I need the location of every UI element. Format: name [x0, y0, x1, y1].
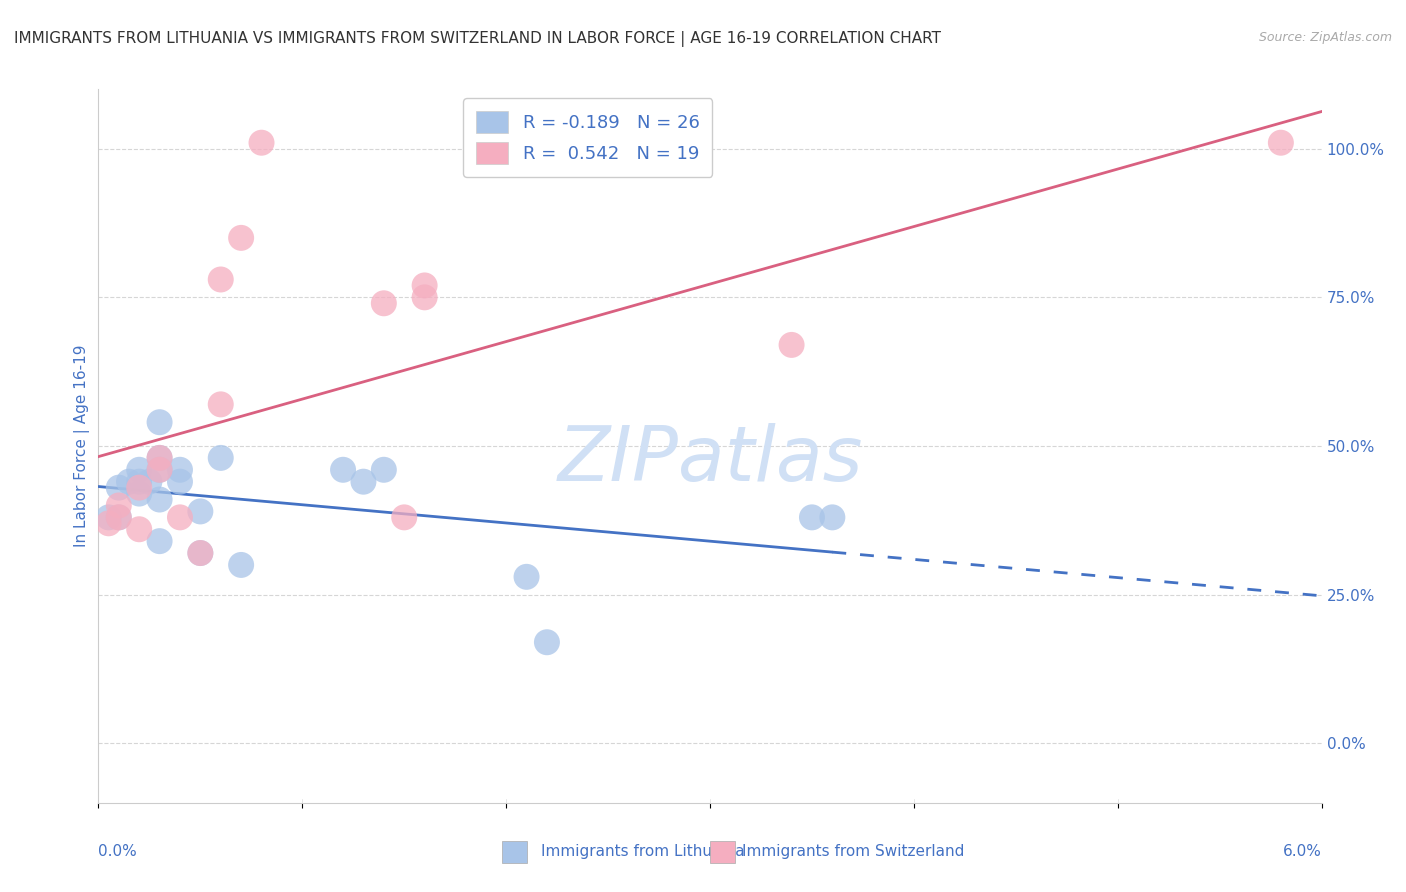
- Point: [188, 504, 212, 518]
- Point: [392, 510, 416, 524]
- Text: Immigrants from Switzerland: Immigrants from Switzerland: [742, 845, 965, 859]
- Point: [413, 278, 436, 293]
- Point: [536, 635, 558, 649]
- Point: [209, 272, 232, 286]
- Point: [821, 510, 844, 524]
- Point: [373, 463, 395, 477]
- Point: [188, 546, 212, 560]
- Point: [149, 450, 172, 465]
- Point: [108, 481, 131, 495]
- Point: [209, 450, 232, 465]
- Point: [149, 534, 172, 549]
- Text: 0.0%: 0.0%: [98, 845, 138, 859]
- Point: [128, 463, 150, 477]
- Point: [352, 475, 374, 489]
- Point: [108, 510, 131, 524]
- Point: [128, 522, 150, 536]
- Point: [128, 481, 150, 495]
- Point: [373, 296, 395, 310]
- Point: [149, 463, 172, 477]
- Point: [149, 492, 172, 507]
- Point: [169, 510, 191, 524]
- Point: [108, 510, 131, 524]
- Text: 6.0%: 6.0%: [1282, 845, 1322, 859]
- Point: [209, 397, 232, 411]
- Point: [332, 463, 354, 477]
- Point: [97, 516, 120, 531]
- Point: [413, 290, 436, 304]
- Point: [169, 463, 191, 477]
- Text: Source: ZipAtlas.com: Source: ZipAtlas.com: [1258, 31, 1392, 45]
- Point: [231, 558, 253, 572]
- Point: [516, 570, 538, 584]
- Point: [169, 475, 191, 489]
- Point: [250, 136, 273, 150]
- Point: [118, 475, 141, 489]
- Text: ZIPatlas: ZIPatlas: [557, 424, 863, 497]
- Legend: R = -0.189   N = 26, R =  0.542   N = 19: R = -0.189 N = 26, R = 0.542 N = 19: [463, 98, 713, 177]
- Point: [801, 510, 824, 524]
- Point: [149, 415, 172, 429]
- Point: [128, 475, 150, 489]
- Text: IMMIGRANTS FROM LITHUANIA VS IMMIGRANTS FROM SWITZERLAND IN LABOR FORCE | AGE 16: IMMIGRANTS FROM LITHUANIA VS IMMIGRANTS …: [14, 31, 941, 47]
- Point: [128, 486, 150, 500]
- Point: [97, 510, 120, 524]
- Point: [149, 463, 172, 477]
- Point: [188, 546, 212, 560]
- Point: [138, 475, 160, 489]
- Point: [149, 450, 172, 465]
- Point: [231, 231, 253, 245]
- Point: [1270, 136, 1292, 150]
- Y-axis label: In Labor Force | Age 16-19: In Labor Force | Age 16-19: [75, 344, 90, 548]
- Point: [108, 499, 131, 513]
- Text: Immigrants from Lithuania: Immigrants from Lithuania: [541, 845, 745, 859]
- Point: [780, 338, 803, 352]
